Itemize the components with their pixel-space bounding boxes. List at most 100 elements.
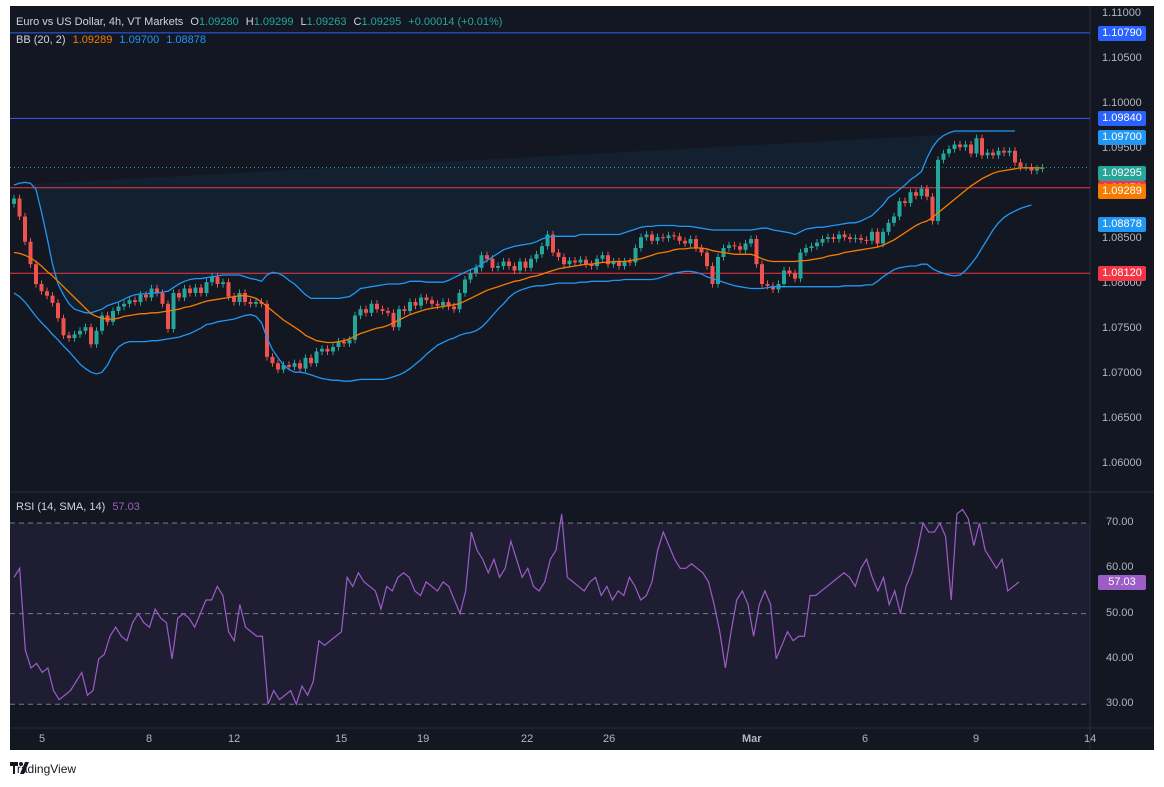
candle-body — [226, 282, 231, 297]
candle-body — [848, 237, 852, 239]
candle-body — [859, 238, 863, 240]
candle-body — [248, 302, 253, 304]
candle-body — [969, 144, 973, 154]
candle-body — [743, 243, 748, 250]
candle-body — [39, 284, 44, 292]
candle-body — [683, 240, 687, 244]
time-tick: 9 — [973, 733, 980, 745]
candle-body — [45, 291, 49, 296]
candle-body — [413, 302, 418, 306]
candle-body — [881, 231, 885, 244]
candle-body — [133, 300, 137, 302]
bb-upper-value: 1.09700 — [119, 34, 160, 46]
candle-body — [67, 335, 71, 338]
rsi-value: 57.03 — [112, 501, 140, 513]
candle-body — [1040, 167, 1045, 169]
candle-body — [78, 330, 82, 335]
candle-body — [221, 282, 225, 284]
candle-body — [710, 266, 715, 284]
time-tick: 8 — [146, 733, 153, 745]
candle-body — [567, 260, 572, 265]
price-label-bb_lower: 1.08878 — [1098, 217, 1146, 232]
candle-body — [12, 198, 16, 204]
candle-body — [589, 264, 594, 266]
candle-body — [177, 293, 181, 298]
candle-body — [903, 201, 907, 203]
candle-body — [182, 288, 187, 298]
candle-body — [782, 270, 786, 284]
chart-canvas[interactable] — [10, 6, 1154, 750]
candle-body — [914, 192, 918, 196]
bb-label: BB (20, 2) — [16, 34, 66, 46]
candle-body — [501, 261, 506, 266]
candle-body — [870, 231, 874, 241]
candle-body — [61, 318, 66, 336]
candle-body — [127, 300, 132, 304]
candle-body — [254, 302, 258, 304]
time-tick: 6 — [862, 733, 869, 745]
candle-body — [474, 267, 478, 274]
price-label-1.10790: 1.10790 — [1098, 25, 1146, 41]
time-tick: 22 — [521, 733, 534, 745]
time-tick: 19 — [417, 733, 430, 745]
candle-body — [116, 306, 121, 311]
candle-body — [232, 296, 236, 302]
candle-body — [562, 257, 566, 265]
price-label-bb_basis: 1.09289 — [1098, 184, 1146, 199]
rsi-tick: 50.00 — [1106, 606, 1134, 619]
price-tick: 1.07000 — [1102, 367, 1142, 379]
candle-body — [655, 237, 660, 241]
candle-body — [23, 216, 27, 242]
candle-body — [705, 252, 709, 266]
candle-body — [853, 238, 858, 240]
price-tick: 1.09500 — [1102, 142, 1142, 154]
candle-body — [89, 327, 93, 345]
candle-body — [732, 245, 737, 247]
low-label: L — [300, 16, 307, 28]
candle-body — [991, 152, 995, 156]
time-tick: 5 — [39, 733, 46, 745]
high-value: 1.09299 — [253, 16, 294, 28]
time-tick: 12 — [228, 733, 241, 745]
candle-body — [28, 241, 33, 265]
candle-body — [551, 234, 555, 253]
candle-body — [611, 261, 616, 265]
candle-body — [661, 237, 665, 239]
candle-body — [441, 302, 445, 306]
candle-body — [237, 293, 242, 302]
candle-body — [353, 315, 357, 340]
candle-body — [826, 237, 830, 239]
candle-body — [804, 248, 808, 253]
candle-body — [171, 293, 176, 329]
bb-basis-line — [13, 167, 1043, 344]
candle-body — [34, 264, 38, 284]
candle-body — [886, 222, 891, 232]
candle-body — [1029, 167, 1034, 171]
price-label-1.08120: 1.08120 — [1098, 266, 1146, 282]
candle-body — [540, 246, 544, 255]
candle-body — [941, 153, 946, 160]
candle-body — [424, 297, 429, 301]
candle-body — [270, 356, 275, 364]
candle-body — [996, 150, 1001, 156]
candle-body — [1018, 162, 1023, 167]
candle-body — [452, 306, 456, 310]
candle-body — [391, 312, 396, 328]
footer: TradingView — [10, 762, 76, 776]
candle-body — [573, 260, 577, 263]
candle-body — [606, 255, 610, 265]
candle-body — [430, 300, 434, 304]
chart-frame[interactable]: Euro vs US Dollar, 4h, VT Markets O1.092… — [10, 6, 1154, 750]
candle-body — [787, 270, 792, 274]
candle-body — [364, 309, 368, 313]
candle-body — [490, 258, 495, 268]
candle-body — [699, 248, 704, 253]
candle-body — [17, 198, 22, 217]
candle-body — [342, 341, 346, 344]
candle-body — [892, 216, 896, 223]
candle-body — [50, 295, 55, 303]
candle-body — [694, 239, 698, 248]
high-label: H — [245, 16, 254, 28]
candle-body — [633, 248, 638, 263]
candle-body — [83, 327, 88, 331]
